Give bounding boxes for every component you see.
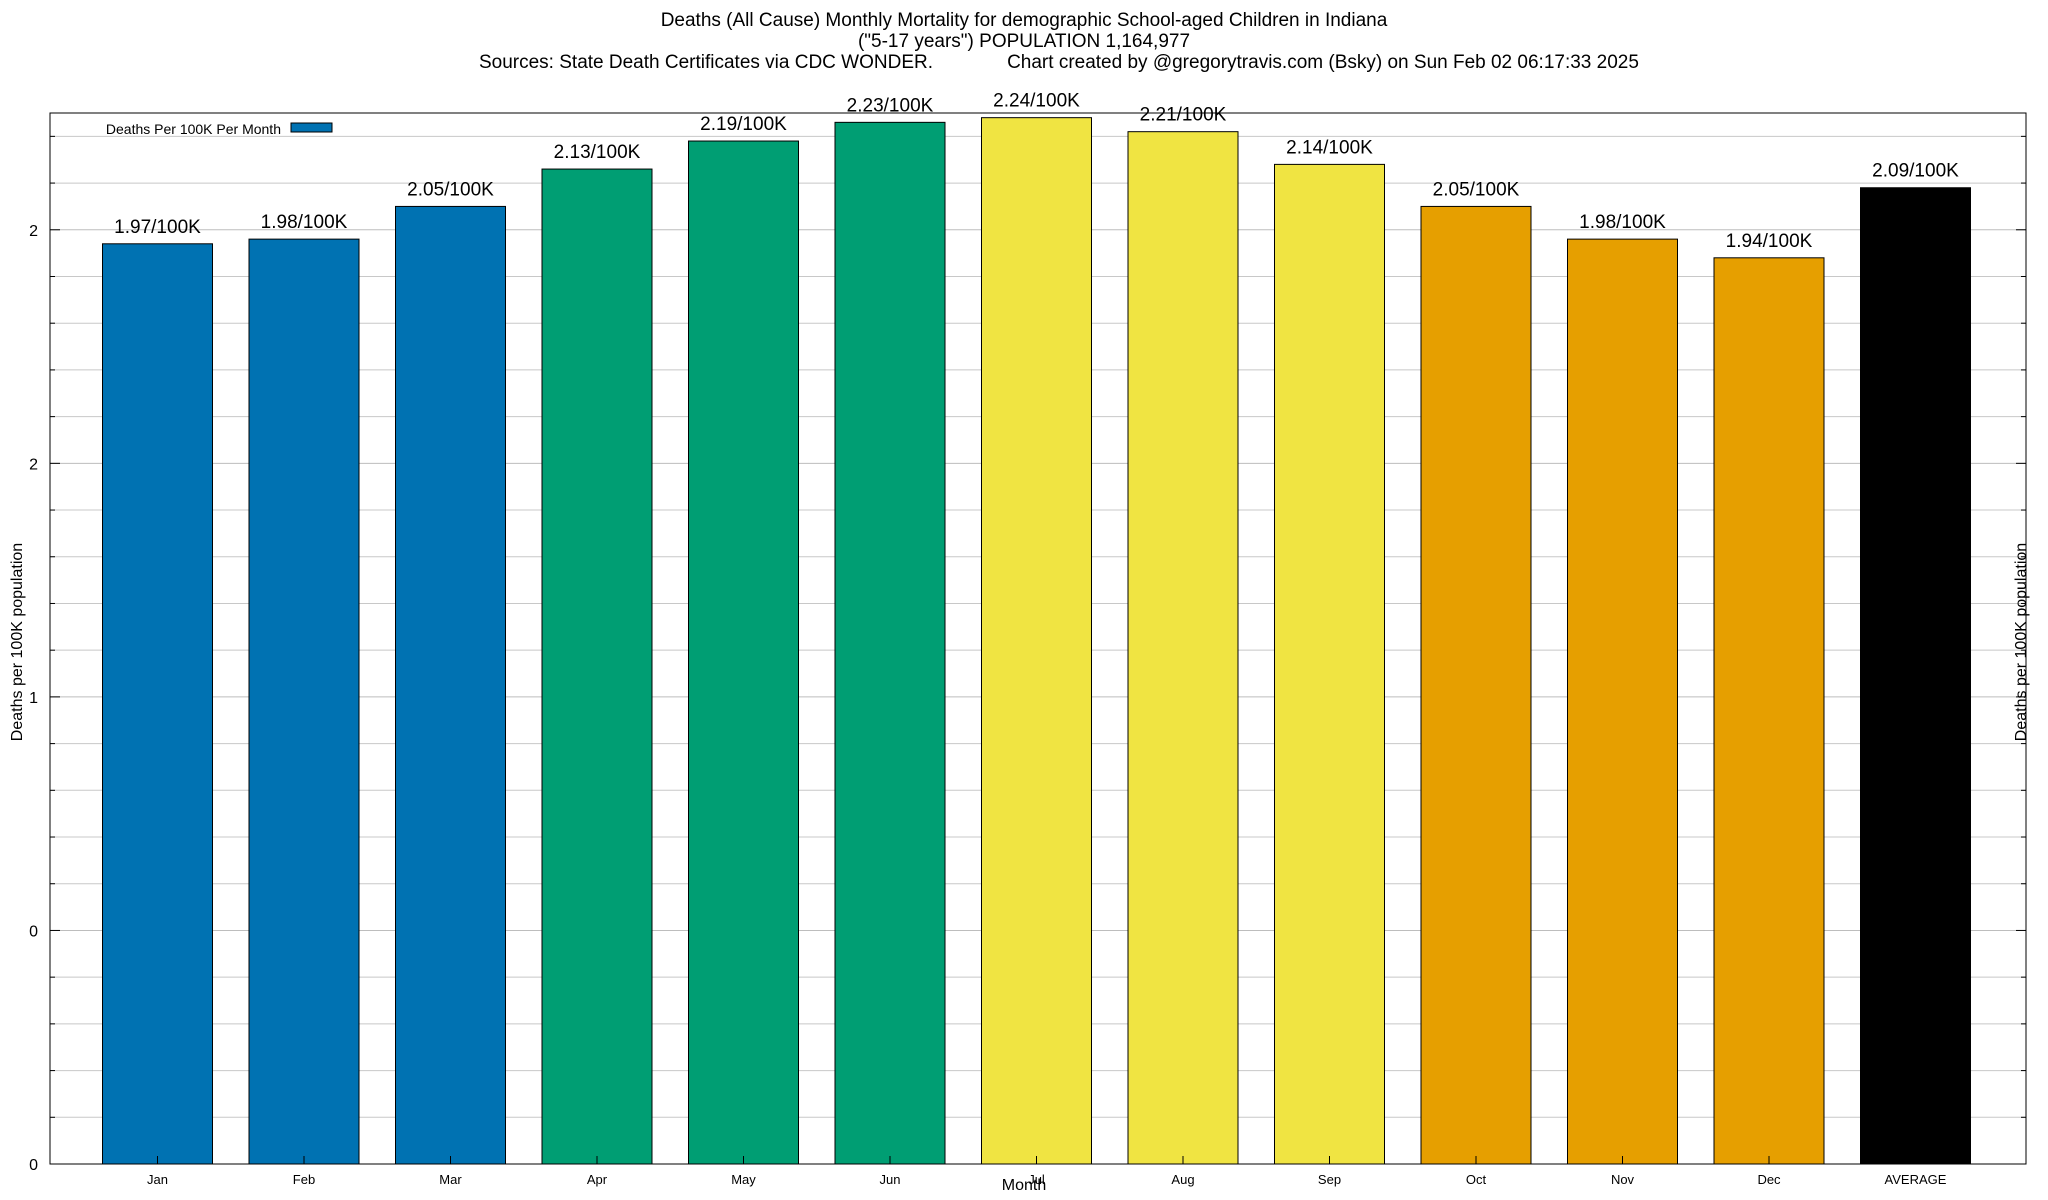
- bar-oct: [1420, 205, 1532, 1165]
- bar-average: [1860, 187, 1971, 1165]
- data-label-dec: 1.94/100K: [1726, 231, 1813, 252]
- data-label-nov: 1.98/100K: [1579, 212, 1666, 233]
- x-tick-label-apr: Apr: [587, 1172, 608, 1187]
- data-label-jan: 1.97/100K: [114, 217, 201, 238]
- x-tick-label-nov: Nov: [1611, 1172, 1635, 1187]
- x-tick-label-jul: Jul: [1028, 1172, 1045, 1187]
- y-tick-label: 2: [29, 223, 38, 240]
- data-label-jul: 2.24/100K: [993, 91, 1080, 112]
- y-tick-labels: 0 0 1 2 2: [29, 223, 38, 1174]
- bar-aug: [1127, 131, 1239, 1165]
- bar-jun: [834, 121, 946, 1165]
- x-tick-label-sep: Sep: [1318, 1172, 1341, 1187]
- data-label-oct: 2.05/100K: [1433, 179, 1520, 200]
- plot-frame: [49, 112, 2027, 1165]
- y2-axis-label: Deaths per 100K population: [2013, 543, 2030, 741]
- y-axis-label: Deaths per 100K population: [9, 543, 26, 741]
- x-tick-label-average: AVERAGE: [1885, 1172, 1947, 1187]
- bar-mar: [395, 205, 506, 1165]
- bar-apr: [541, 168, 653, 1165]
- bar-jan: [102, 243, 213, 1165]
- bar-may: [688, 140, 799, 1165]
- x-tick-label-mar: Mar: [439, 1172, 462, 1187]
- x-axis-label: Month: [1002, 1177, 1046, 1194]
- x-tick-label-oct: Oct: [1466, 1172, 1487, 1187]
- x-tick-label-jan: Jan: [147, 1172, 168, 1187]
- data-labels: 1.97/100K 1.98/100K 2.05/100K 2.13/100K 2.19…: [114, 91, 1959, 252]
- y-tick-label: 0: [29, 923, 38, 940]
- chart-title-line-1: Deaths (All Cause) Monthly Mortality for…: [661, 10, 1388, 31]
- legend-swatch: [290, 122, 333, 133]
- x-tick-label-feb: Feb: [293, 1172, 315, 1187]
- data-label-mar: 2.05/100K: [407, 179, 494, 200]
- chart-title-line-2: ("5-17 years") POPULATION 1,164,977: [858, 31, 1190, 52]
- data-label-jun: 2.23/100K: [847, 95, 934, 116]
- bar-dec: [1713, 257, 1825, 1165]
- data-label-average: 2.09/100K: [1872, 161, 1959, 182]
- legend-label: Deaths Per 100K Per Month: [106, 121, 281, 137]
- bar-nov: [1567, 238, 1678, 1165]
- bar-series: [102, 117, 1971, 1165]
- data-label-may: 2.19/100K: [700, 114, 787, 135]
- y-tick-label: 1: [29, 690, 38, 707]
- x-tick-label-may: May: [731, 1172, 756, 1187]
- chart-title: Deaths (All Cause) Monthly Mortality for…: [479, 10, 1639, 73]
- data-label-feb: 1.98/100K: [261, 212, 348, 233]
- data-label-aug: 2.21/100K: [1140, 105, 1227, 126]
- data-label-apr: 2.13/100K: [554, 142, 641, 163]
- chart-sources: Sources: State Death Certificates via CD…: [479, 52, 933, 73]
- x-tick-label-dec: Dec: [1757, 1172, 1781, 1187]
- bar-feb: [248, 238, 360, 1165]
- y-tick-label: 2: [29, 456, 38, 473]
- bar-jul: [981, 117, 1092, 1165]
- chart-credit: Chart created by @gregorytravis.com (Bsk…: [1007, 52, 1639, 73]
- x-tick-label-aug: Aug: [1171, 1172, 1194, 1187]
- data-label-sep: 2.14/100K: [1286, 137, 1373, 158]
- axis-ticks: [50, 135, 2026, 1165]
- y-tick-label: 0: [29, 1157, 38, 1174]
- x-tick-label-jun: Jun: [880, 1172, 901, 1187]
- x-tick-labels: Jan Feb Mar Apr May Jun Jul Aug Sep Oct Nov Dec AVER…: [147, 1172, 1947, 1187]
- bar-sep: [1274, 163, 1385, 1165]
- legend: Deaths Per 100K Per Month: [106, 121, 333, 137]
